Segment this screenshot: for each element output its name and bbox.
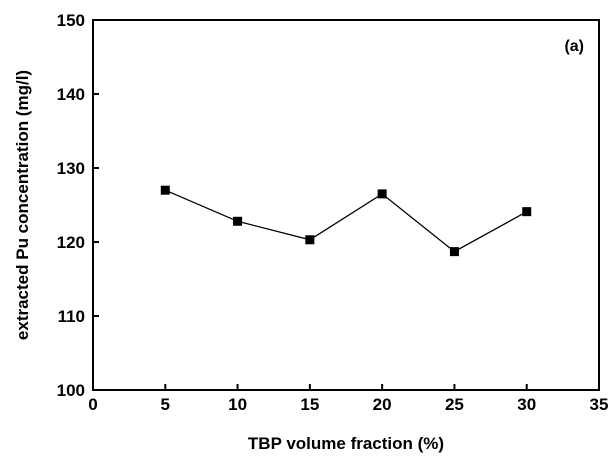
plot-frame <box>92 19 600 391</box>
x-axis-label: TBP volume fraction (%) <box>248 434 444 453</box>
x-tick-label: 35 <box>590 395 609 414</box>
series-line <box>165 189 528 253</box>
x-tick-label: 25 <box>445 395 464 414</box>
y-tick-label: 120 <box>57 233 85 252</box>
y-tick-label: 140 <box>57 85 85 104</box>
x-tick-label: 15 <box>300 395 319 414</box>
x-tick-label: 0 <box>88 395 97 414</box>
data-point <box>522 207 532 217</box>
y-tick-label: 100 <box>57 381 85 400</box>
y-axis-label: extracted Pu concentration (mg/l) <box>13 70 32 340</box>
x-axis-ticks: 0 5 10 15 20 25 30 35 <box>88 384 608 414</box>
y-tick-label: 130 <box>57 159 85 178</box>
y-tick-label: 110 <box>58 307 85 326</box>
panel-label: (a) <box>564 38 584 55</box>
data-point <box>377 189 387 199</box>
data-point <box>449 247 459 257</box>
x-tick-label: 30 <box>517 395 536 414</box>
y-axis-ticks: 100 110 120 130 140 150 <box>57 11 99 400</box>
y-tick-label: 150 <box>57 11 85 30</box>
x-tick-label: 20 <box>373 395 392 414</box>
x-tick-label: 10 <box>228 395 247 414</box>
data-point <box>233 216 243 226</box>
data-point <box>305 235 315 245</box>
data-point <box>160 185 170 195</box>
x-tick-label: 5 <box>161 395 170 414</box>
data-series <box>160 185 532 257</box>
